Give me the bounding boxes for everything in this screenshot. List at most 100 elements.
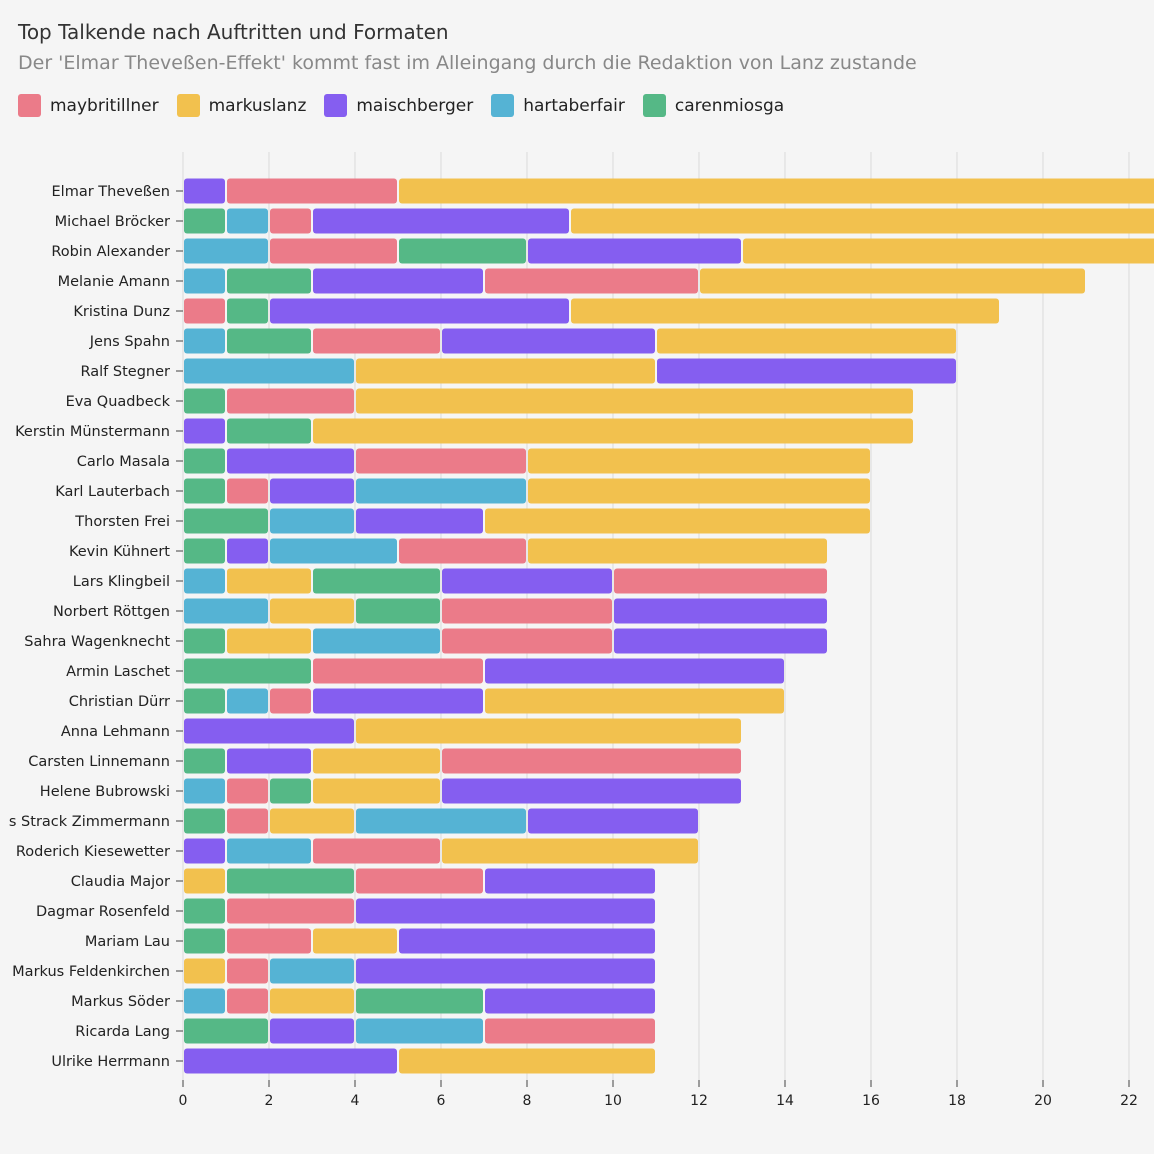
bar-segment-hartaberfair bbox=[270, 508, 354, 534]
x-tick-label: 12 bbox=[690, 1093, 708, 1109]
legend-swatch bbox=[18, 94, 41, 117]
bar-segment-markuslanz bbox=[184, 958, 225, 984]
y-category-label: Markus Feldenkirchen bbox=[12, 964, 170, 980]
bar-segment-maybritillner bbox=[442, 598, 612, 624]
bar-segment-markuslanz bbox=[485, 508, 870, 534]
bar-segment-maybritillner bbox=[227, 928, 311, 954]
bar-segment-maybritillner bbox=[399, 538, 526, 564]
bar-segment-hartaberfair bbox=[184, 268, 225, 294]
bar-segment-markuslanz bbox=[700, 268, 1085, 294]
bar-segment-hartaberfair bbox=[184, 988, 225, 1014]
y-category-label: Kerstin Münstermann bbox=[15, 424, 170, 440]
x-tick-label: 20 bbox=[1034, 1093, 1052, 1109]
bar-segment-maischberger bbox=[184, 178, 225, 204]
bar-segment-markuslanz bbox=[528, 448, 870, 474]
bar-segment-hartaberfair bbox=[356, 478, 526, 504]
bar-segment-hartaberfair bbox=[184, 778, 225, 804]
x-tick-label: 0 bbox=[179, 1093, 188, 1109]
bar-segment-maischberger bbox=[399, 928, 655, 954]
bar-segment-maischberger bbox=[528, 238, 741, 264]
bar-segment-maybritillner bbox=[227, 478, 268, 504]
bar-segment-maybritillner bbox=[227, 958, 268, 984]
bar-segment-hartaberfair bbox=[356, 1018, 483, 1044]
bar-segment-carenmiosga bbox=[184, 628, 225, 654]
bar-segment-maischberger bbox=[485, 868, 655, 894]
bar-segment-carenmiosga bbox=[184, 388, 225, 414]
bar-segment-carenmiosga bbox=[270, 778, 311, 804]
legend-item-maybritillner[interactable]: maybritillner bbox=[18, 94, 159, 117]
y-category-label: Jens Spahn bbox=[89, 334, 170, 350]
bar-segment-markuslanz bbox=[313, 778, 440, 804]
bar-segment-maischberger bbox=[184, 1048, 397, 1074]
y-category-label: Elmar Theveßen bbox=[52, 184, 171, 200]
bar-segment-carenmiosga bbox=[184, 1018, 268, 1044]
bar-segment-hartaberfair bbox=[184, 238, 268, 264]
bar-segment-maischberger bbox=[227, 538, 268, 564]
bar-segment-hartaberfair bbox=[227, 208, 268, 234]
bar-segment-markuslanz bbox=[743, 238, 1154, 264]
bar-segment-maischberger bbox=[184, 418, 225, 444]
y-category-label: Dagmar Rosenfeld bbox=[36, 904, 170, 920]
bar-segment-markuslanz bbox=[356, 718, 741, 744]
bar-segment-carenmiosga bbox=[184, 808, 225, 834]
bar-segment-markuslanz bbox=[442, 838, 698, 864]
bar-segment-maybritillner bbox=[227, 808, 268, 834]
x-tick-label: 6 bbox=[437, 1093, 446, 1109]
bar-segment-carenmiosga bbox=[399, 238, 526, 264]
y-category-label: Armin Laschet bbox=[66, 664, 170, 680]
bar-segment-markuslanz bbox=[528, 538, 827, 564]
bar-segment-carenmiosga bbox=[227, 328, 311, 354]
bar-segment-markuslanz bbox=[270, 598, 354, 624]
bar-segment-maybritillner bbox=[313, 328, 440, 354]
bar-segment-carenmiosga bbox=[227, 268, 311, 294]
legend-swatch bbox=[642, 94, 666, 117]
bar-segment-markuslanz bbox=[313, 928, 397, 954]
bar-segment-maischberger bbox=[356, 898, 655, 924]
bar-segment-maischberger bbox=[657, 358, 956, 384]
x-tick-label: 8 bbox=[523, 1093, 532, 1109]
bar-segment-carenmiosga bbox=[184, 898, 225, 924]
bar-segment-maischberger bbox=[614, 598, 827, 624]
legend-item-carenmiosga[interactable]: carenmiosga bbox=[642, 94, 785, 117]
bar-segment-hartaberfair bbox=[356, 808, 526, 834]
bar-segment-maybritillner bbox=[485, 268, 698, 294]
bar-segment-carenmiosga bbox=[184, 508, 268, 534]
bar-segment-carenmiosga bbox=[184, 208, 225, 234]
bar-segment-maybritillner bbox=[227, 388, 354, 414]
y-category-label: Christian Dürr bbox=[69, 694, 170, 710]
legend-item-markuslanz[interactable]: markuslanz bbox=[176, 94, 306, 117]
bar-segment-carenmiosga bbox=[184, 538, 225, 564]
bar-segment-markuslanz bbox=[356, 358, 655, 384]
y-category-label: Lars Klingbeil bbox=[73, 574, 170, 590]
bar-segment-markuslanz bbox=[528, 478, 870, 504]
bar-segment-maybritillner bbox=[356, 448, 526, 474]
y-category-label: Ricarda Lang bbox=[75, 1024, 170, 1040]
bar-segment-markuslanz bbox=[227, 628, 311, 654]
x-tick-label: 22 bbox=[1120, 1093, 1138, 1109]
x-tick-label: 4 bbox=[351, 1093, 360, 1109]
bar-segment-maybritillner bbox=[184, 298, 225, 324]
bar-segment-maybritillner bbox=[270, 238, 397, 264]
bar-segment-hartaberfair bbox=[270, 538, 397, 564]
bar-segment-maybritillner bbox=[614, 568, 827, 594]
bar-segment-maischberger bbox=[270, 298, 569, 324]
legend-item-hartaberfair[interactable]: hartaberfair bbox=[491, 94, 625, 117]
y-category-label: Helene Bubrowski bbox=[40, 784, 170, 800]
bar-segment-maybritillner bbox=[270, 208, 311, 234]
bar-segment-hartaberfair bbox=[184, 568, 225, 594]
bar-segment-maybritillner bbox=[227, 988, 268, 1014]
y-category-label: s Strack Zimmermann bbox=[9, 814, 170, 830]
legend-swatch bbox=[324, 94, 348, 117]
bar-segment-markuslanz bbox=[313, 418, 913, 444]
bar-segment-markuslanz bbox=[313, 748, 440, 774]
legend-item-maischberger[interactable]: maischberger bbox=[324, 94, 473, 117]
bar-segment-markuslanz bbox=[399, 178, 1154, 204]
legend-label: carenmiosga bbox=[674, 95, 785, 116]
bar-segment-maischberger bbox=[528, 808, 698, 834]
legend: maybritillner markuslanz maischberger harta… bbox=[18, 94, 802, 117]
bar-segment-markuslanz bbox=[571, 208, 1154, 234]
bar-segment-markuslanz bbox=[657, 328, 956, 354]
bar-segment-maischberger bbox=[442, 778, 741, 804]
bar-segment-maybritillner bbox=[356, 868, 483, 894]
